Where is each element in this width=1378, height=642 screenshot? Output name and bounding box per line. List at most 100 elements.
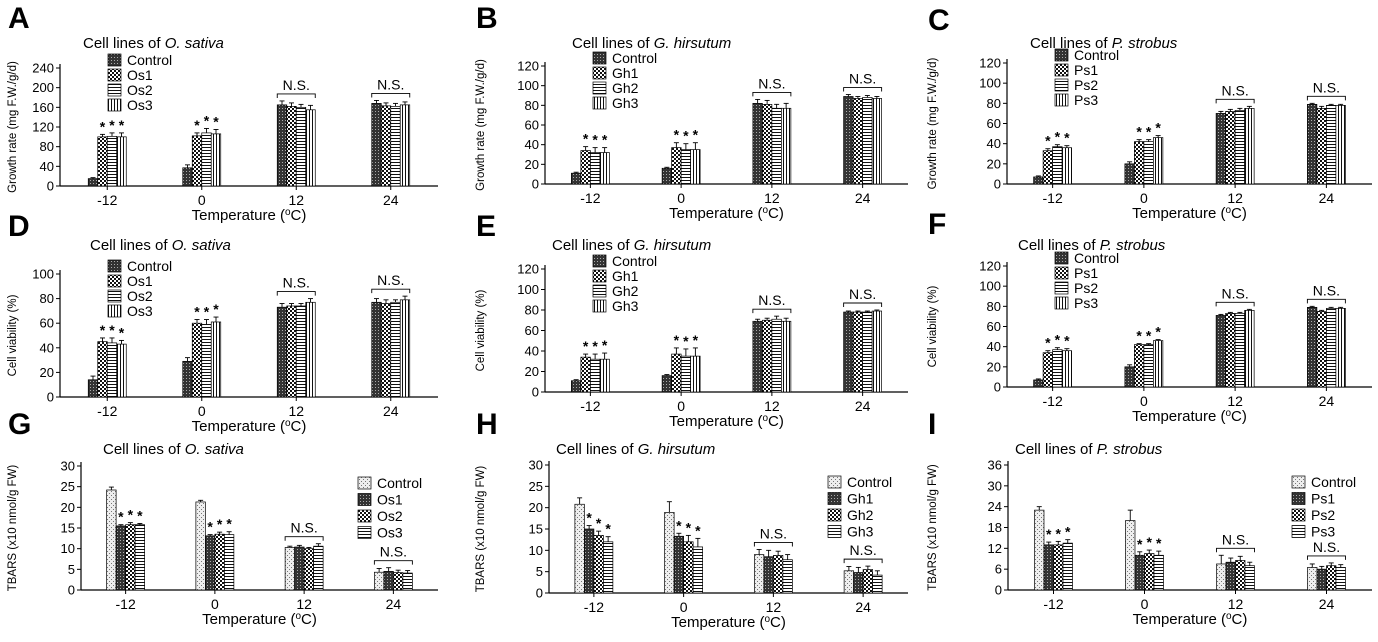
ns-label: N.S.	[849, 286, 876, 302]
chart-title-prefix: Cell lines of	[83, 35, 165, 52]
x-tick-label: 0	[1140, 190, 1148, 206]
bar-os1-1	[192, 136, 202, 186]
ns-bracket	[753, 92, 791, 96]
legend-swatch-control	[593, 255, 606, 267]
ns-label: N.S.	[1313, 79, 1340, 95]
y-axis-label: Growth rate (mg F.W./g/d)	[7, 61, 19, 193]
chart-title-species: O. sativa	[165, 35, 224, 52]
bar-os3-2	[314, 546, 324, 590]
legend-swatch-control	[828, 476, 841, 488]
y-tick-label: 15	[529, 522, 543, 537]
bar-gh2-0	[590, 359, 600, 392]
x-axis-label: Temperature (oC)	[669, 413, 784, 430]
bar-control-2	[1216, 113, 1226, 184]
bar-os3-0	[135, 525, 145, 590]
y-tick-label: 0	[532, 177, 539, 192]
y-tick-label: 30	[529, 458, 543, 473]
y-tick-label: 5	[536, 564, 543, 579]
x-tick-label: 0	[677, 398, 685, 414]
legend-label: Os2	[127, 82, 153, 98]
bar-os3-0	[117, 137, 127, 186]
legend-label: Os1	[377, 492, 403, 508]
legend-swatch-control	[358, 477, 371, 489]
y-tick-label: 200	[32, 80, 54, 95]
y-axis-label: Cell viability (%)	[927, 285, 939, 367]
x-tick-label: 0	[1140, 393, 1148, 409]
bar-control-0	[571, 173, 581, 184]
bar-ps2-3	[1326, 308, 1336, 387]
significance-star: *	[1045, 335, 1051, 351]
legend-label: Gh3	[847, 524, 874, 540]
bar-ps2-2	[1235, 313, 1245, 387]
y-tick-label: 40	[987, 136, 1001, 151]
ns-bracket	[844, 559, 882, 563]
y-tick-label: 0	[994, 177, 1001, 192]
x-axis-label-suffix: C)	[768, 205, 784, 222]
bar-ps1-2	[1226, 111, 1236, 184]
bar-ps3-2	[1245, 566, 1255, 590]
x-tick-label: 24	[855, 190, 871, 206]
y-tick-label: 80	[40, 139, 54, 154]
bar-os1-3	[384, 571, 394, 590]
significance-star: *	[213, 113, 219, 129]
chart-title-species: P. strobus	[1097, 441, 1163, 458]
y-tick-label: 40	[525, 344, 539, 359]
bar-os1-2	[287, 106, 297, 186]
ns-bracket	[1216, 99, 1254, 103]
bar-os1-2	[287, 306, 297, 397]
significance-star: *	[1046, 526, 1052, 542]
bar-os2-1	[202, 324, 212, 397]
bar-control-0	[1035, 510, 1045, 590]
x-tick-label: 12	[1227, 190, 1243, 206]
bar-ps1-0	[1044, 545, 1054, 590]
y-tick-label: 120	[979, 259, 1001, 274]
x-axis-label-prefix: Temperature (	[669, 413, 762, 430]
y-tick-label: 20	[40, 365, 54, 380]
y-tick-label: 60	[525, 323, 539, 338]
legend-label: Os3	[377, 525, 403, 541]
significance-star: *	[1055, 332, 1061, 348]
bar-gh2-0	[594, 535, 604, 593]
bar-control-1	[1126, 521, 1136, 590]
legend-label: Gh1	[612, 268, 639, 284]
bar-control-2	[277, 105, 287, 186]
bar-control-2	[753, 321, 763, 392]
legend-label: Os2	[377, 508, 403, 524]
bar-gh1-1	[672, 354, 682, 392]
bar-gh2-2	[772, 108, 782, 184]
y-axis-label: Growth rate (mg F.W./g/d)	[475, 59, 487, 191]
bar-os2-0	[107, 136, 117, 186]
significance-star: *	[586, 510, 592, 526]
bar-control-2	[285, 547, 295, 590]
bar-os1-3	[381, 304, 391, 397]
ns-bracket	[844, 303, 882, 307]
y-tick-label: 0	[995, 583, 1002, 598]
bar-os2-3	[393, 573, 403, 590]
y-tick-label: 80	[987, 96, 1001, 111]
ns-label: N.S.	[1313, 282, 1340, 298]
bar-ps1-2	[1226, 313, 1236, 387]
bar-gh3-3	[872, 311, 882, 392]
legend-label: Ps2	[1074, 280, 1098, 296]
significance-star: *	[674, 332, 680, 348]
bar-os1-3	[381, 106, 391, 186]
bar-gh3-1	[691, 150, 701, 184]
bar-gh3-0	[603, 542, 613, 593]
legend-swatch-ps1	[1055, 267, 1068, 279]
y-tick-label: 30	[988, 478, 1002, 493]
bar-gh2-1	[684, 542, 694, 593]
legend-label: Control	[377, 475, 422, 491]
legend-label: Ps2	[1311, 507, 1335, 523]
legend-swatch-os2	[108, 290, 121, 302]
x-tick-label: 12	[764, 190, 780, 206]
chart-title-prefix: Cell lines of	[556, 441, 638, 458]
ns-label: N.S.	[291, 520, 318, 536]
bar-control-3	[1308, 567, 1318, 590]
ns-label: N.S.	[760, 525, 787, 541]
bar-ps3-3	[1336, 105, 1346, 184]
bar-ps3-0	[1062, 148, 1072, 184]
x-tick-label: 0	[1141, 596, 1149, 612]
x-axis-label-suffix: C)	[301, 611, 317, 628]
legend-label: Ps1	[1074, 62, 1098, 78]
legend-swatch-gh3	[593, 97, 606, 109]
